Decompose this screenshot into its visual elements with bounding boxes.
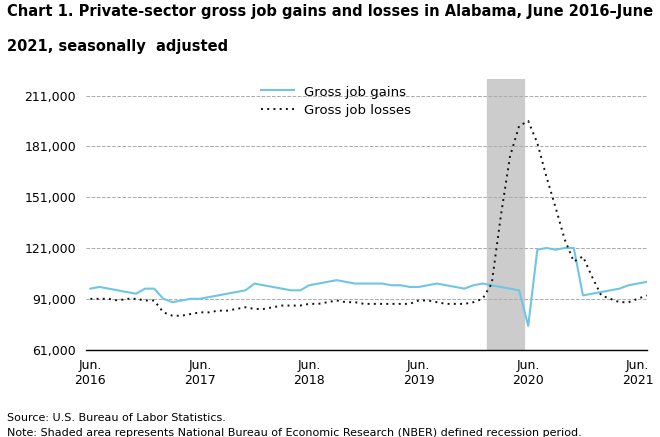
Text: Source: U.S. Bureau of Labor Statistics.: Source: U.S. Bureau of Labor Statistics. [7, 413, 226, 423]
Bar [487, 79, 523, 350]
Text: Note: Shaded area represents National Bureau of Economic Research (NBER) defined: Note: Shaded area represents National Bu… [7, 428, 581, 437]
Legend: Gross job gains, Gross job losses: Gross job gains, Gross job losses [261, 85, 411, 118]
Text: Chart 1. Private-sector gross job gains and losses in Alabama, June 2016–June: Chart 1. Private-sector gross job gains … [7, 4, 653, 19]
Text: 2021, seasonally  adjusted: 2021, seasonally adjusted [7, 39, 228, 54]
